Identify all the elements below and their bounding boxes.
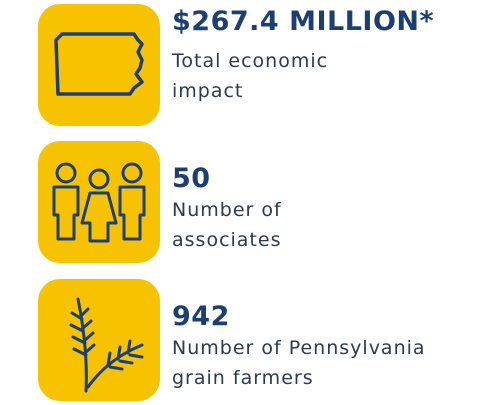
- item-label: associates: [172, 229, 282, 251]
- item-label: Total economic: [172, 50, 329, 72]
- item-value: 50: [172, 163, 211, 194]
- item: $267.4 MILLION* Total economic impact: [172, 6, 434, 106]
- item-value: $267.4 MILLION*: [172, 6, 435, 37]
- item-label: Number of: [172, 199, 282, 221]
- wheat-icon: [38, 279, 160, 401]
- item-value: 942: [172, 301, 230, 332]
- item: 50 Number of associates: [172, 163, 282, 255]
- item-label: impact: [172, 80, 244, 102]
- item-label: grain farmers: [172, 367, 314, 389]
- pennsylvania-icon: [38, 4, 160, 126]
- item: 942 Number of Pennsylvania grain farmers: [172, 301, 426, 393]
- people-icon: [38, 141, 160, 263]
- item-label: Number of Pennsylvania: [172, 337, 426, 359]
